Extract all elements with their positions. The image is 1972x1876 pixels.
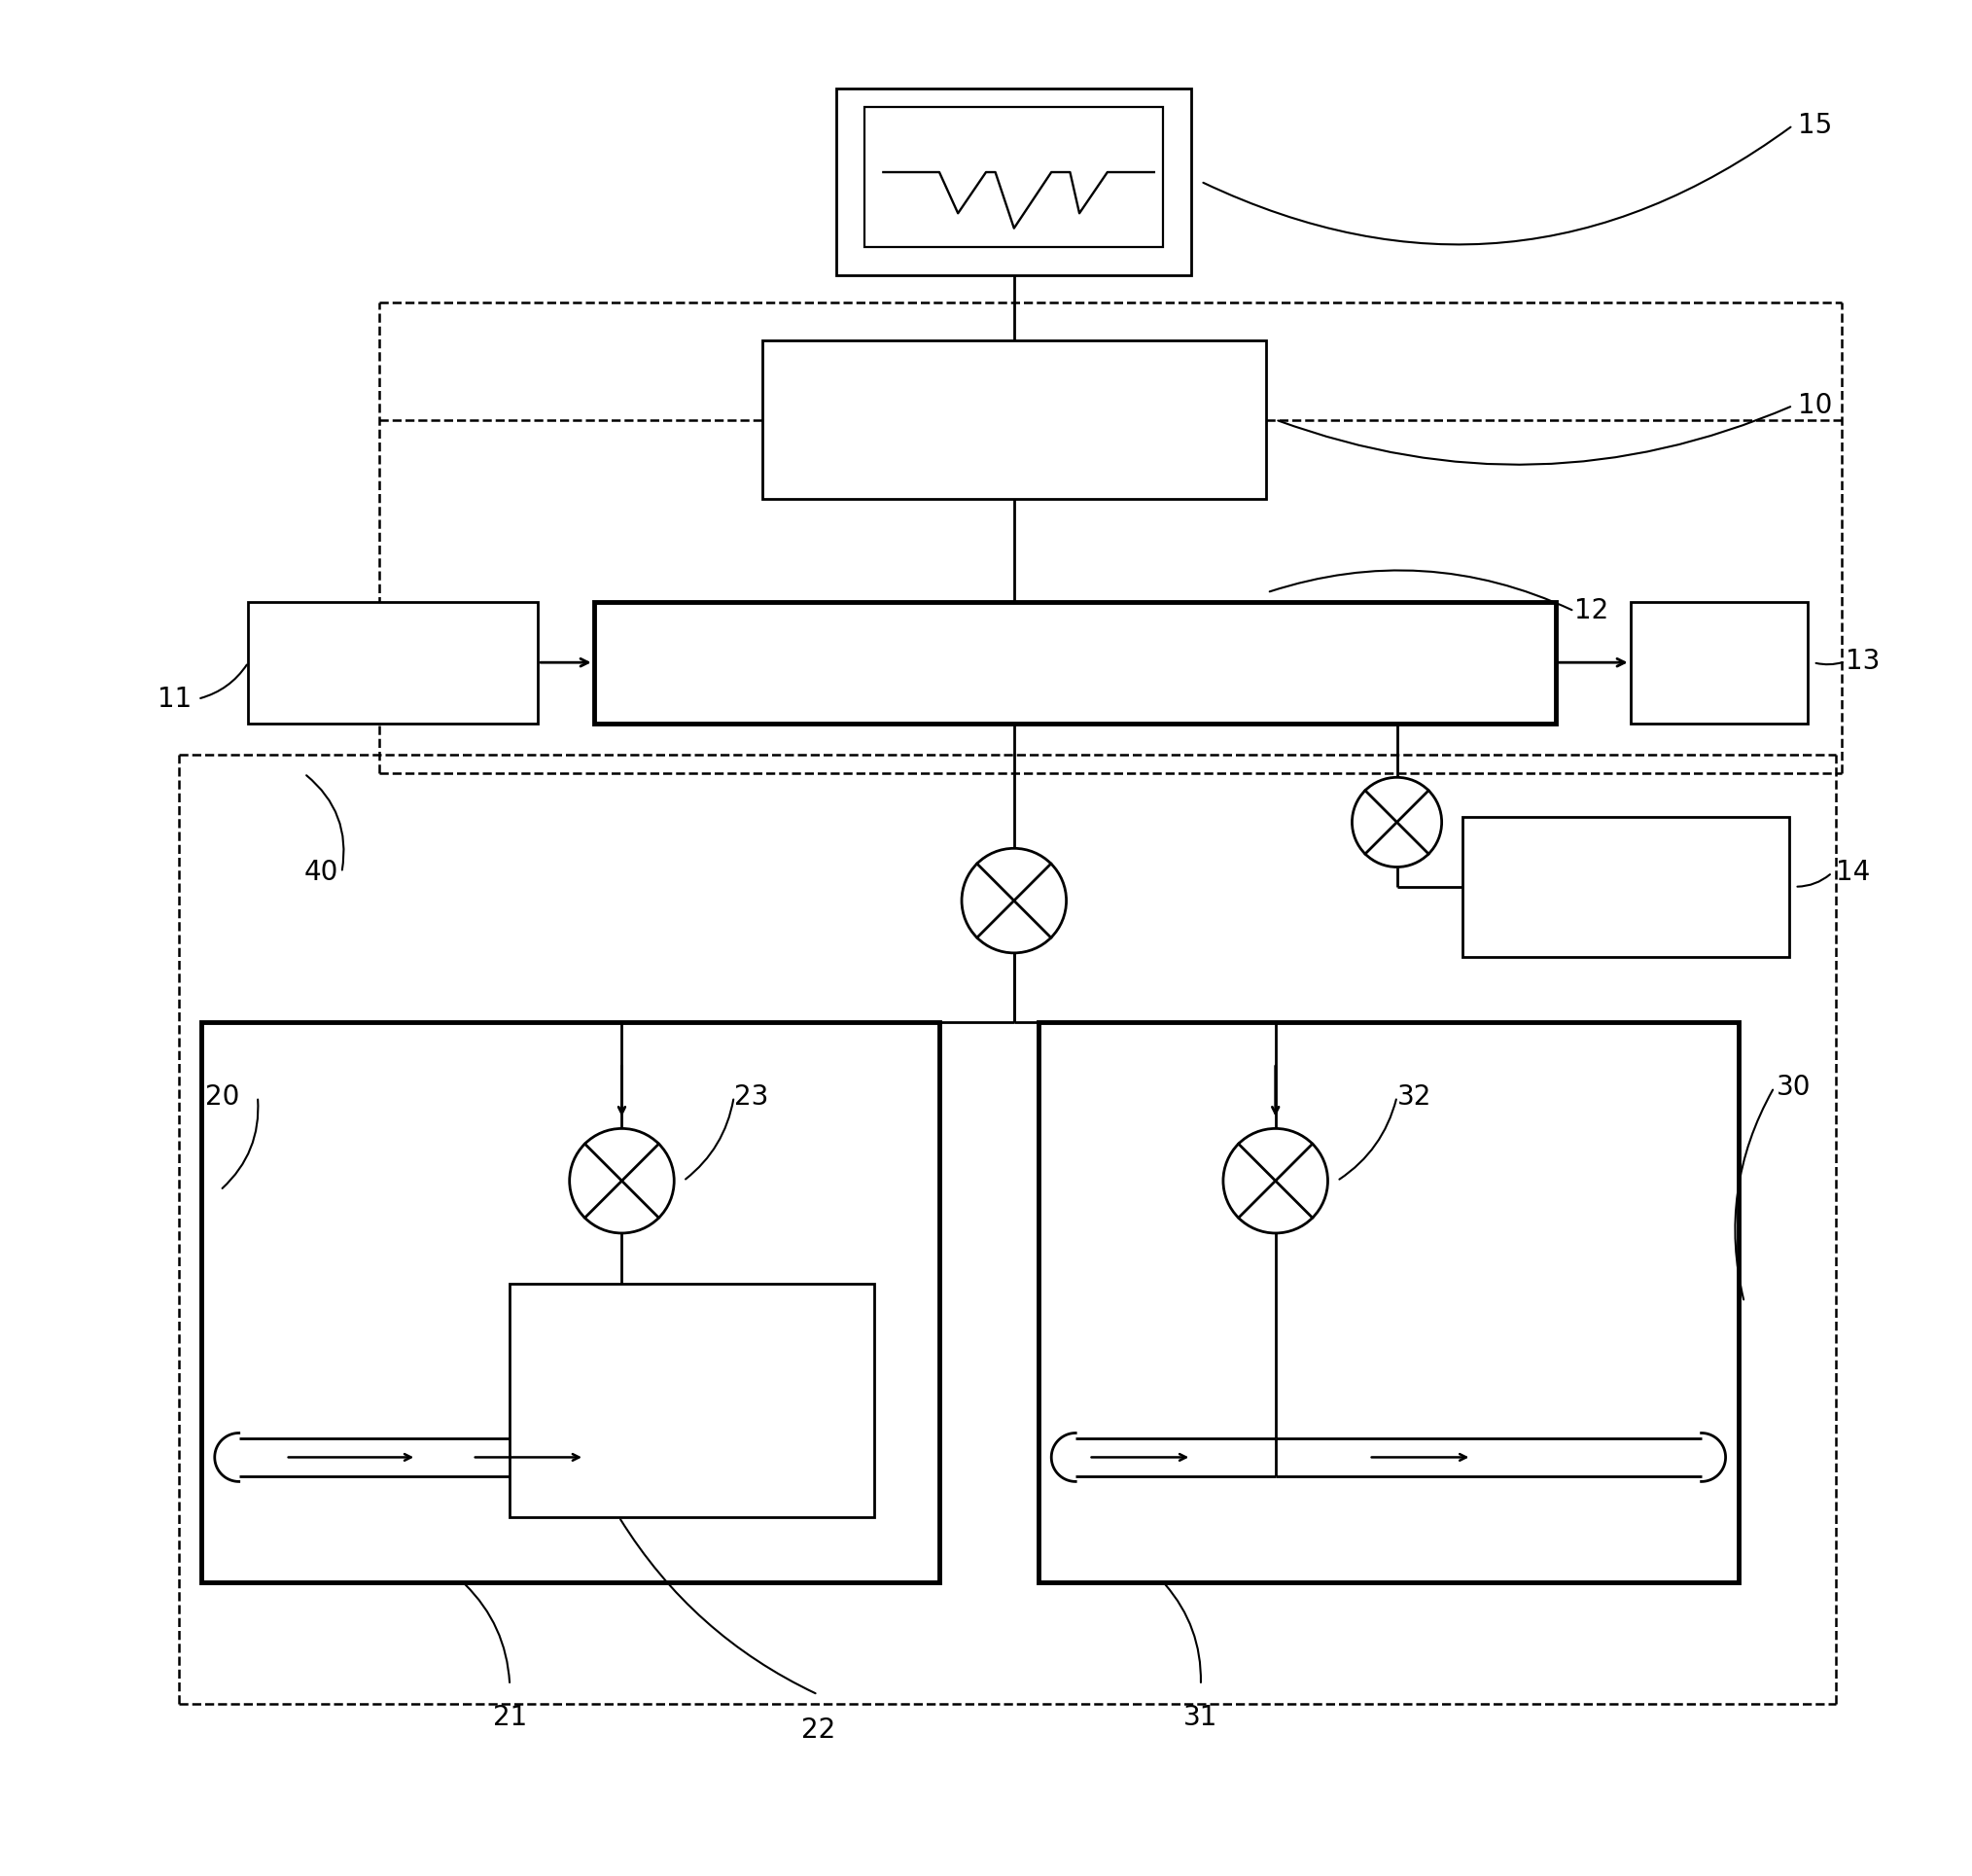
Bar (1039, 1022, 1739, 1583)
Text: 10: 10 (1798, 392, 1832, 418)
Bar (248, 602, 538, 722)
Text: 13: 13 (1846, 647, 1879, 675)
Text: 11: 11 (158, 685, 191, 713)
Bar (509, 1283, 874, 1518)
Bar (594, 602, 1556, 722)
Bar (761, 340, 1266, 499)
Text: 20: 20 (205, 1082, 241, 1111)
Bar (201, 1022, 939, 1583)
Text: 23: 23 (734, 1082, 769, 1111)
Bar (864, 107, 1163, 248)
Text: 15: 15 (1798, 113, 1832, 139)
Bar (1463, 816, 1789, 957)
Bar (836, 88, 1191, 276)
Text: 21: 21 (493, 1703, 527, 1732)
Text: 32: 32 (1396, 1082, 1432, 1111)
Text: 30: 30 (1777, 1073, 1810, 1101)
Text: 22: 22 (801, 1717, 834, 1745)
Text: 40: 40 (304, 859, 339, 885)
Text: 31: 31 (1183, 1703, 1219, 1732)
Text: 12: 12 (1574, 597, 1609, 625)
Text: 14: 14 (1836, 859, 1869, 885)
Bar (1631, 602, 1808, 722)
